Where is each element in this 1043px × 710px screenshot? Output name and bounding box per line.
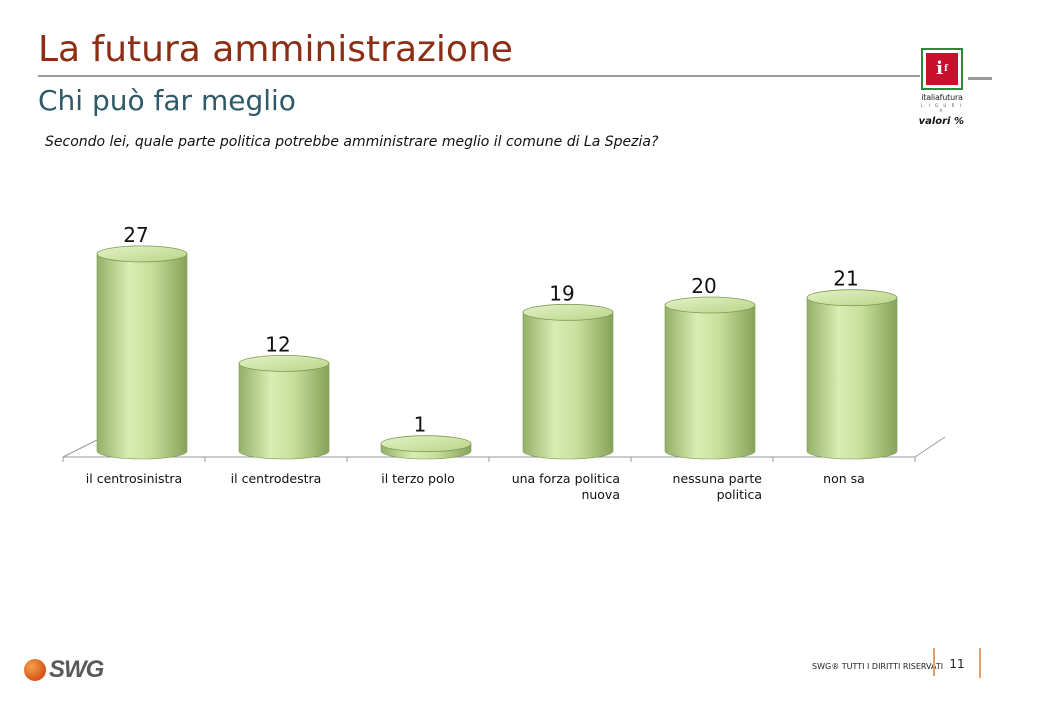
logo-mark-sup: f <box>943 63 948 74</box>
swg-logo-text: SWG <box>49 656 104 683</box>
x-tick-label: non sa <box>823 471 865 486</box>
copyright-notice: SWG® TUTTI I DIRITTI RISERVATI <box>812 662 944 671</box>
title-divider <box>38 75 920 77</box>
bar-top <box>806 289 898 307</box>
bar-top <box>96 245 188 263</box>
slide-subtitle: Chi può far meglio <box>38 84 296 117</box>
bar-body <box>664 304 756 460</box>
swg-logo: SWG <box>24 656 104 684</box>
title-divider-right <box>968 77 992 80</box>
bar-2 <box>238 354 330 460</box>
data-label: 27 <box>123 223 148 247</box>
chart-axis <box>62 436 946 462</box>
x-tick-label-line: non sa <box>823 471 865 486</box>
chart-labels: 27 il centrosinistra 12 il centrodestra 1 il … <box>86 223 865 502</box>
x-tick-label: il centrosinistra <box>86 471 182 486</box>
bar-top <box>380 435 472 453</box>
data-label: 21 <box>833 267 858 291</box>
data-label: 20 <box>691 274 716 298</box>
x-tick-label-line: il centrosinistra <box>86 471 182 486</box>
x-tick-label-line: il terzo polo <box>381 471 455 486</box>
x-tick-label: il terzo polo <box>381 471 455 486</box>
chart-bars <box>96 245 898 460</box>
bar-4 <box>522 303 614 460</box>
unit-note: valori % <box>918 116 964 127</box>
x-axis-left-edge <box>62 436 104 458</box>
x-axis-right-edge <box>914 436 946 458</box>
bar-body <box>806 297 898 460</box>
logo-mark-letter: i <box>936 58 943 79</box>
slide-title: La futura amministrazione <box>38 29 513 70</box>
page-number: 11 <box>949 657 965 671</box>
x-tick-label: il centrodestra <box>231 471 322 486</box>
bar-6 <box>806 289 898 460</box>
survey-question: Secondo lei, quale parte politica potreb… <box>45 134 659 150</box>
data-label: 19 <box>549 281 574 305</box>
bar-body <box>522 312 614 460</box>
x-tick-label-line: politica <box>717 487 762 502</box>
data-label: 12 <box>265 332 290 356</box>
bar-top <box>664 296 756 314</box>
bar-body <box>96 253 188 460</box>
footer-divider-right <box>979 648 981 678</box>
bar-top <box>238 354 330 372</box>
bar-3 <box>380 435 472 460</box>
logo-region: L I G U R I A <box>921 103 963 113</box>
logo-name: italiafutura <box>921 93 963 102</box>
bar-body <box>238 363 330 460</box>
x-tick-label-line: nuova <box>581 487 620 502</box>
bar-top <box>522 303 614 321</box>
bar-1 <box>96 245 188 460</box>
data-label: 1 <box>414 413 427 437</box>
footer-divider-left <box>933 648 935 676</box>
swg-globe-icon <box>24 659 46 681</box>
bar-5 <box>664 296 756 460</box>
x-tick-label-line: nessuna parte <box>673 471 763 486</box>
x-tick-label-line: una forza politica <box>512 471 620 486</box>
x-tick-label-line: il centrodestra <box>231 471 322 486</box>
